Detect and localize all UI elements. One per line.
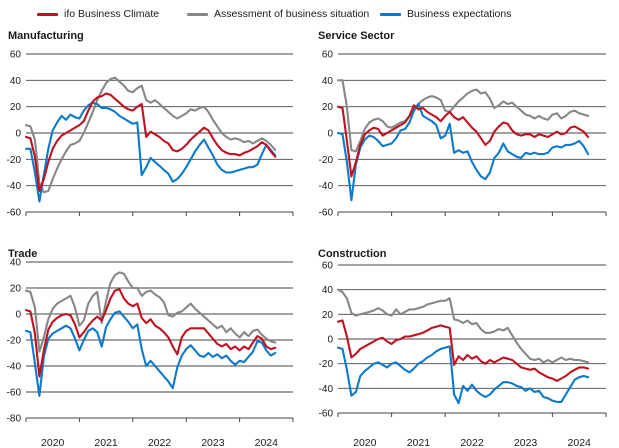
series-line-business-expectations <box>24 310 277 397</box>
x-tick-label: 2022 <box>148 231 172 233</box>
trade-chart: 40 20 0 -20 -40 -60 -80 2020 2021 2022 2023 2024 <box>7 258 294 448</box>
y-tick-label: -40 <box>319 181 334 192</box>
y-tick-label: -60 <box>7 388 22 399</box>
x-tick-label: 2021 <box>407 437 431 448</box>
series-line-ifo-business-climate <box>336 104 590 178</box>
series-line-assessment-of-business-situation <box>336 79 590 153</box>
legend-item-business-situation: Assessment of business situation <box>187 6 369 22</box>
x-tick-label: 2020 <box>41 437 65 448</box>
x-tick-label: 2022 <box>460 437 484 448</box>
y-tick-label: 20 <box>322 310 334 321</box>
x-tick-label: 2021 <box>94 437 118 448</box>
y-tick-label: -60 <box>7 208 22 219</box>
y-tick-label: 40 <box>10 258 22 269</box>
red-line-swatch <box>37 12 58 16</box>
blue-line-swatch <box>380 12 401 16</box>
y-tick-label: 60 <box>10 50 22 61</box>
y-tick-label: -20 <box>7 155 22 166</box>
y-tick-label: 0 <box>327 335 333 346</box>
y-tick-label: -60 <box>319 409 334 420</box>
x-tick-label: 2023 <box>201 231 225 233</box>
series-line-business-expectations <box>336 345 590 405</box>
series-line-ifo-business-climate <box>24 288 277 378</box>
legend: ifo Business Climate Assessment of busin… <box>0 6 619 24</box>
y-tick-label: -40 <box>7 181 22 192</box>
legend-item-business-climate: ifo Business Climate <box>37 6 159 22</box>
y-tick-label: 60 <box>322 261 334 272</box>
y-tick-label: 0 <box>15 310 21 321</box>
x-tick-label: 2024 <box>255 231 279 233</box>
series-line-assessment-of-business-situation <box>24 271 277 353</box>
panel-trade: Trade 40 20 0 -20 -40 -60 -80 2020 2021 2022 2023 2… <box>0 238 310 448</box>
x-tick-label: 2020 <box>41 231 65 233</box>
y-tick-label: -80 <box>7 414 22 425</box>
y-tick-label: -20 <box>319 155 334 166</box>
y-tick-label: -20 <box>7 336 22 347</box>
x-tick-label: 2021 <box>407 231 431 233</box>
y-tick-label: -40 <box>7 362 22 373</box>
x-tick-label: 2020 <box>353 437 377 448</box>
gray-line-swatch <box>187 12 208 16</box>
panel-service-sector: Service Sector 60 40 20 0 -20 -40 -60 2020 2021 2… <box>310 28 619 233</box>
construction-chart: 60 40 20 0 -20 -40 -60 2020 2021 2022 2023 2024 <box>319 261 607 448</box>
y-tick-label: 0 <box>327 129 333 140</box>
legend-label: ifo Business Climate <box>64 8 160 20</box>
x-tick-label: 2024 <box>255 437 279 448</box>
panel-construction: Construction 60 40 20 0 -20 -40 -60 2020 2021 202… <box>310 238 619 448</box>
x-tick-label: 2023 <box>201 437 225 448</box>
service-sector-chart: 60 40 20 0 -20 -40 -60 2020 2021 2022 2023 2024 <box>319 50 607 233</box>
series-line-business-expectations <box>336 102 590 202</box>
x-tick-label: 2022 <box>460 231 484 233</box>
panel-manufacturing: Manufacturing 60 40 20 0 -20 -40 -60 2020 2021 20… <box>0 28 310 233</box>
y-tick-label: 0 <box>15 129 21 140</box>
y-tick-label: 20 <box>10 284 22 295</box>
legend-label: Assessment of business situation <box>214 8 370 20</box>
x-tick-label: 2021 <box>94 231 118 233</box>
x-tick-label: 2022 <box>148 437 172 448</box>
y-tick-label: 20 <box>10 102 22 113</box>
y-tick-label: 40 <box>322 76 334 87</box>
y-tick-label: 40 <box>10 76 22 87</box>
panel-title-manufacturing: Manufacturing <box>8 30 84 42</box>
series-line-assessment-of-business-situation <box>336 288 590 364</box>
manufacturing-chart: 60 40 20 0 -20 -40 -60 2020 2021 2022 2023 2024 <box>7 50 294 233</box>
x-tick-label: 2020 <box>353 231 377 233</box>
series-line-assessment-of-business-situation <box>24 76 277 194</box>
y-tick-label: 40 <box>322 285 334 296</box>
y-tick-label: 20 <box>322 102 334 113</box>
legend-item-business-expectations: Business expectations <box>380 6 511 22</box>
series-line-ifo-business-climate <box>24 92 277 192</box>
y-tick-label: -40 <box>319 384 334 395</box>
x-tick-label: 2023 <box>514 437 538 448</box>
x-tick-label: 2024 <box>568 231 592 233</box>
y-tick-label: -20 <box>319 359 334 370</box>
series-line-ifo-business-climate <box>336 319 590 382</box>
x-tick-label: 2024 <box>568 437 592 448</box>
panel-title-service-sector: Service Sector <box>318 30 395 42</box>
x-tick-label: 2023 <box>514 231 538 233</box>
series-line-business-expectations <box>24 101 277 203</box>
y-tick-label: 60 <box>322 50 334 61</box>
panel-title-trade: Trade <box>8 248 38 260</box>
legend-label: Business expectations <box>407 8 512 20</box>
y-tick-label: -60 <box>319 208 334 219</box>
panel-title-construction: Construction <box>318 248 387 260</box>
